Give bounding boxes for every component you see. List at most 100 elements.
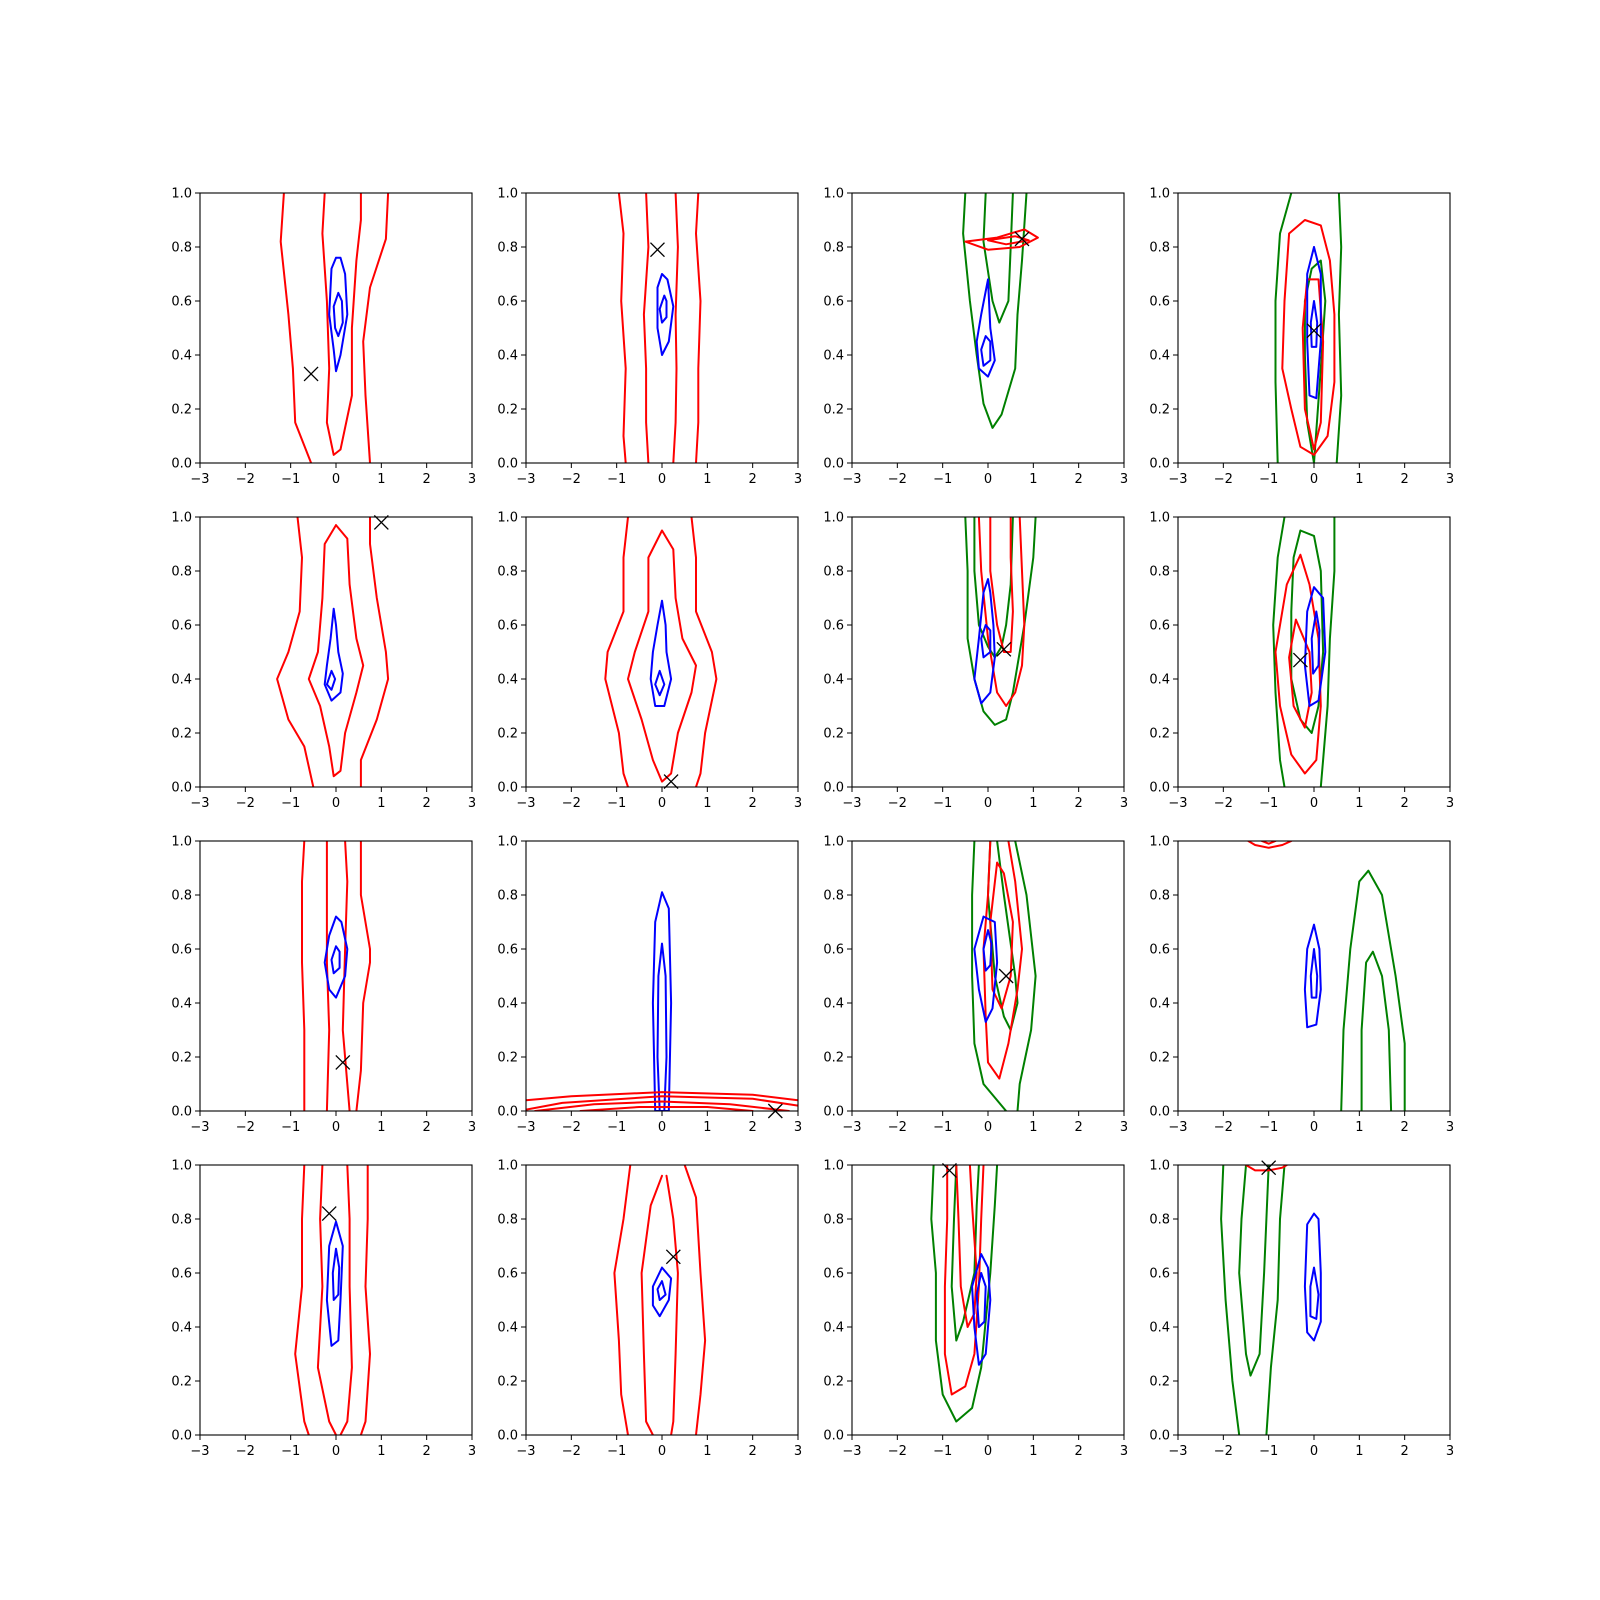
- x-tick-label: 1: [703, 1444, 711, 1459]
- red-contour-line: [604, 517, 629, 787]
- x-tick-label: 2: [1075, 1120, 1083, 1135]
- y-tick-label: 0.2: [497, 1051, 518, 1066]
- plot-area: [1274, 193, 1343, 463]
- blue-contour-line: [1309, 1266, 1320, 1320]
- y-tick-label: 0.0: [497, 457, 518, 472]
- y-tick-label: 0.8: [497, 565, 518, 580]
- panel-4: −3 −2 −1 0 1 2 3 0.0 0.2 0.4 0.6 0.8 1.0: [1149, 187, 1454, 488]
- blue-contour-line: [328, 256, 349, 373]
- x-tick-label: 0: [332, 472, 340, 487]
- x-tick-label: 0: [984, 472, 992, 487]
- y-tick-label: 0.6: [497, 943, 518, 958]
- x-tick-label: −1: [1259, 1120, 1278, 1135]
- y-tick-label: 1.0: [497, 187, 518, 202]
- panel-8: −3 −2 −1 0 1 2 3 0.0 0.2 0.4 0.6 0.8 1.0: [1149, 511, 1454, 812]
- blue-contour-line: [649, 599, 673, 707]
- x-tick-label: 1: [1029, 1120, 1037, 1135]
- x-tick-label: 2: [1075, 1444, 1083, 1459]
- red-contour-line: [362, 193, 390, 463]
- blue-contour-line: [980, 624, 992, 659]
- y-tick-label: 0.4: [497, 997, 518, 1012]
- axes-frame: [525, 1164, 799, 1436]
- plot-area: [276, 517, 390, 787]
- x-tick-label: −1: [1259, 472, 1278, 487]
- green-contour-line: [1274, 193, 1293, 463]
- y-tick-label: 1.0: [497, 1159, 518, 1174]
- green-contour-line: [962, 193, 1028, 429]
- y-tick-label: 0.8: [171, 565, 192, 580]
- x-tick-label: 0: [658, 1444, 666, 1459]
- y-tick-label: 0.8: [171, 241, 192, 256]
- blue-contour-line: [973, 915, 999, 1023]
- x-tick-label: 0: [1310, 472, 1318, 487]
- y-tick-label: 0.4: [497, 349, 518, 364]
- x-tick-label: 3: [468, 796, 476, 811]
- y-tick-label: 1.0: [823, 1159, 844, 1174]
- x-tick-label: 2: [1401, 472, 1409, 487]
- green-contour-line: [1319, 517, 1336, 787]
- green-contour-line: [1238, 1165, 1270, 1377]
- x-tick-label: 3: [1120, 1444, 1128, 1459]
- y-tick-label: 0.2: [1149, 1051, 1170, 1066]
- y-tick-label: 1.0: [1149, 187, 1170, 202]
- x-tick-label: −2: [1214, 1120, 1233, 1135]
- y-tick-label: 0.8: [1149, 1213, 1170, 1228]
- blue-contour-line: [323, 915, 349, 999]
- y-tick-label: 0.2: [823, 1375, 844, 1390]
- y-tick-label: 0.8: [823, 1213, 844, 1228]
- x-tick-label: −2: [236, 472, 255, 487]
- plot-area: [1220, 1165, 1322, 1435]
- x-tick-label: 2: [749, 472, 757, 487]
- x-tick-label: 2: [749, 1444, 757, 1459]
- panel-13: −3 −2 −1 0 1 2 3 0.0 0.2 0.4 0.6 0.8 1.0: [171, 1159, 476, 1460]
- y-tick-label: 0.0: [823, 1429, 844, 1444]
- y-tick-label: 0.4: [171, 349, 192, 364]
- red-contour-line: [982, 841, 1023, 1080]
- green-contour-line: [1220, 1165, 1241, 1435]
- blue-contour-line: [325, 1220, 344, 1347]
- y-tick-label: 0.0: [1149, 457, 1170, 472]
- x-marker: [1014, 231, 1030, 247]
- y-tick-label: 1.0: [171, 511, 192, 526]
- y-tick-label: 0.6: [823, 1267, 844, 1282]
- panel-6: −3 −2 −1 0 1 2 3 0.0 0.2 0.4 0.6 0.8 1.0: [497, 511, 802, 812]
- panel-14: −3 −2 −1 0 1 2 3 0.0 0.2 0.4 0.6 0.8 1.0: [497, 1159, 802, 1460]
- y-tick-label: 0.8: [823, 241, 844, 256]
- x-tick-label: 0: [984, 1120, 992, 1135]
- blue-contour-line: [1303, 1212, 1322, 1342]
- blue-contour-line: [656, 942, 668, 1111]
- panel-1: −3 −2 −1 0 1 2 3 0.0 0.2 0.4 0.6 0.8 1.0: [171, 187, 476, 488]
- blue-contour-line: [331, 1247, 341, 1301]
- red-contour-line: [321, 193, 362, 456]
- x-tick-label: −1: [933, 1120, 952, 1135]
- x-tick-label: 3: [1120, 1120, 1128, 1135]
- x-tick-label: −3: [516, 1120, 535, 1135]
- y-tick-label: 0.2: [497, 403, 518, 418]
- blue-contour-line: [656, 1280, 667, 1301]
- green-contour-line: [950, 1165, 980, 1342]
- blue-contour-line: [656, 273, 675, 356]
- panel-10: −3 −2 −1 0 1 2 3 0.0 0.2 0.4 0.6 0.8 1.0: [497, 835, 802, 1136]
- x-tick-label: −2: [236, 1444, 255, 1459]
- blue-contour-line: [654, 669, 666, 697]
- green-contour-line: [1290, 529, 1325, 734]
- x-tick-label: 2: [423, 1444, 431, 1459]
- x-tick-label: −1: [607, 796, 626, 811]
- x-tick-label: 3: [794, 1120, 802, 1135]
- plot-area: [613, 1165, 707, 1435]
- axes-frame: [1177, 516, 1451, 788]
- y-tick-label: 0.4: [823, 349, 844, 364]
- x-tick-label: −2: [562, 472, 581, 487]
- panel-9: −3 −2 −1 0 1 2 3 0.0 0.2 0.4 0.6 0.8 1.0: [171, 835, 476, 1136]
- panel-2: −3 −2 −1 0 1 2 3 0.0 0.2 0.4 0.6 0.8 1.0: [497, 187, 802, 488]
- y-tick-label: 0.6: [823, 943, 844, 958]
- x-tick-label: −2: [888, 472, 907, 487]
- y-tick-label: 0.8: [1149, 565, 1170, 580]
- x-tick-label: −3: [516, 796, 535, 811]
- x-tick-label: −1: [933, 472, 952, 487]
- y-tick-label: 0.0: [497, 1429, 518, 1444]
- plot-area: [962, 193, 1039, 429]
- x-tick-label: −2: [1214, 1444, 1233, 1459]
- y-tick-label: 0.8: [171, 889, 192, 904]
